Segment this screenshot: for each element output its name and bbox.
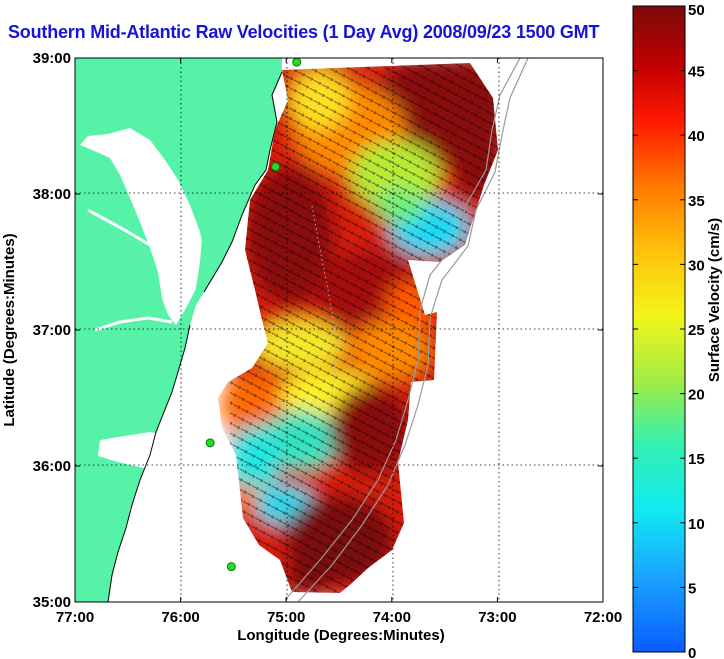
y-tick-label: 39:00 xyxy=(33,50,71,67)
radar-station-marker xyxy=(292,58,302,67)
x-tick-label: 73:00 xyxy=(478,609,516,626)
colorbar-tick-label: 50 xyxy=(688,2,705,19)
y-axis-ticks: 39:00 38:00 37:00 36:00 35:00 xyxy=(33,50,603,611)
y-tick-label: 35:00 xyxy=(33,594,71,611)
x-tick-label: 76:00 xyxy=(161,609,199,626)
albemarle-sound xyxy=(98,432,205,478)
james-river xyxy=(94,316,173,332)
colorbar-tick-label: 30 xyxy=(688,257,705,274)
colorbar-ticks: 0 5 10 15 20 25 30 35 40 45 50 xyxy=(633,2,705,659)
colorbar-tick-label: 35 xyxy=(688,193,705,210)
isobath-shelf-break xyxy=(284,58,521,601)
x-tick-label: 72:00 xyxy=(584,609,622,626)
y-tick-label: 36:00 xyxy=(33,458,71,475)
chesapeake-bay xyxy=(80,128,206,325)
hf-radar-stations xyxy=(205,58,302,572)
colorbar-tick-label: 0 xyxy=(688,645,696,659)
delmarva-peninsula xyxy=(196,82,270,292)
x-tick-label: 75:00 xyxy=(267,609,305,626)
map-content xyxy=(75,58,603,602)
x-tick-label: 74:00 xyxy=(373,609,411,626)
colorbar-tick-label: 45 xyxy=(688,64,705,81)
radar-station-marker xyxy=(205,438,215,448)
colorbar-tick-label: 20 xyxy=(688,387,705,404)
isobath-dotted xyxy=(311,205,337,421)
x-axis-label: Longitude (Degrees:Minutes) xyxy=(237,627,445,644)
colorbar-tick-label: 25 xyxy=(688,322,705,339)
colorbar-tick-label: 10 xyxy=(688,516,705,533)
potomac-river xyxy=(87,208,151,247)
colorbar-tick-label: 15 xyxy=(688,451,705,468)
x-axis-ticks: 77:00 76:00 75:00 74:00 73:00 72:00 xyxy=(56,58,622,626)
colorbar xyxy=(632,5,686,653)
radar-station-marker xyxy=(226,562,236,572)
grid xyxy=(75,58,603,602)
coastline xyxy=(107,71,283,602)
colorbar-tick-label: 5 xyxy=(688,580,696,597)
y-axis-label: Latitude (Degrees:Minutes) xyxy=(1,233,18,426)
pamlico-sound xyxy=(128,480,236,586)
y-tick-label: 37:00 xyxy=(33,322,71,339)
radar-station-marker xyxy=(271,162,281,172)
y-tick-label: 38:00 xyxy=(33,186,71,203)
x-tick-label: 77:00 xyxy=(56,609,94,626)
chart-title: Southern Mid-Atlantic Raw Velocities (1 … xyxy=(8,22,600,42)
colorbar-tick-label: 40 xyxy=(688,128,705,145)
colorbar-label: Surface Velocity (cm/s) xyxy=(706,218,723,382)
isobath-slope xyxy=(297,58,529,602)
